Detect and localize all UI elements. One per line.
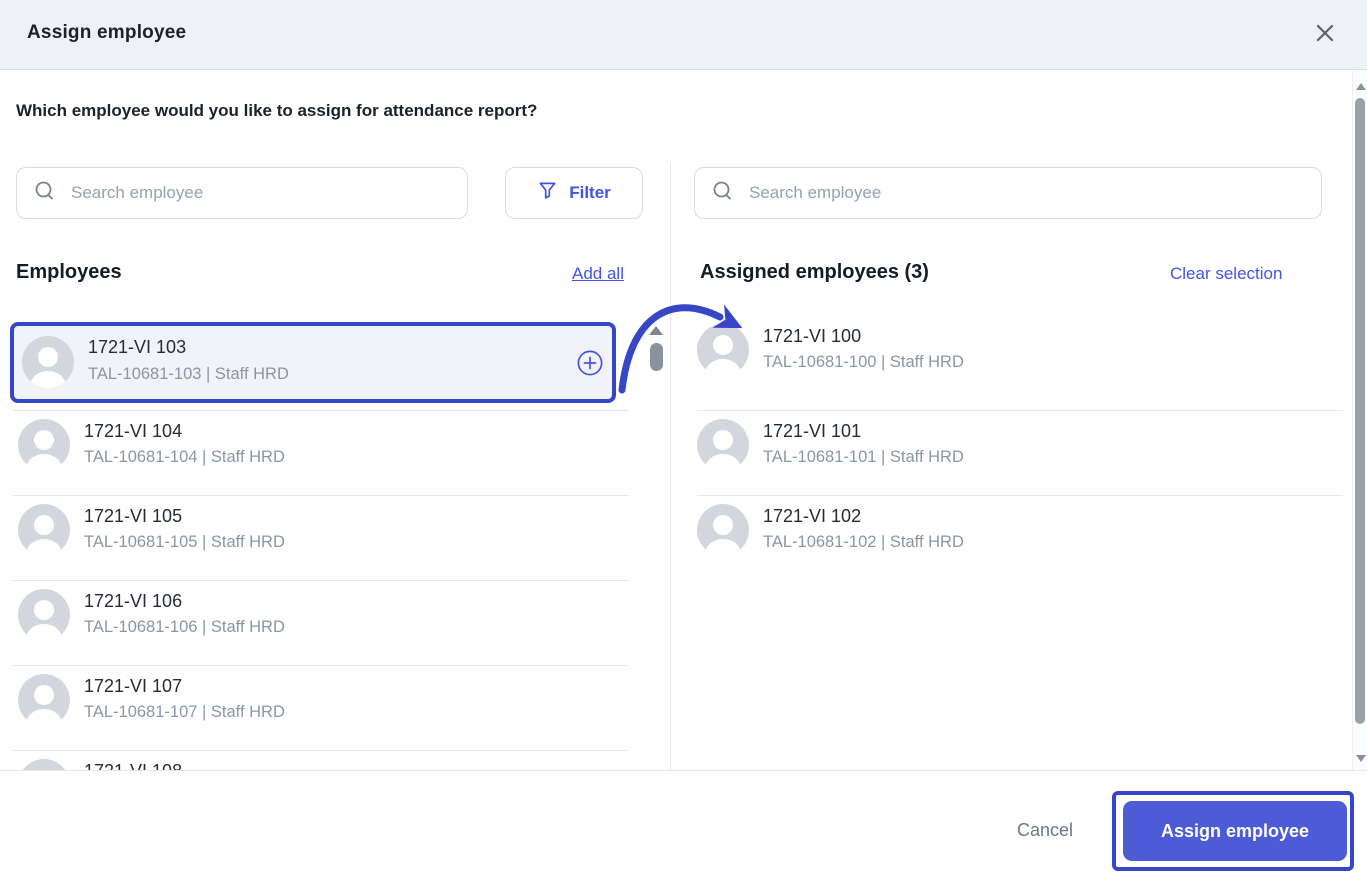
clear-selection-link[interactable]: Clear selection [1170, 264, 1283, 283]
employee-detail: TAL-10681-107 | Staff HRD [84, 703, 285, 721]
panel-divider [670, 163, 671, 770]
filter-button[interactable]: Filter [505, 167, 643, 219]
row-divider [13, 750, 629, 751]
employee-detail: TAL-10681-102 | Staff HRD [763, 533, 964, 551]
left-search-box [16, 167, 468, 219]
scroll-down-icon[interactable] [1356, 755, 1366, 762]
employee-row[interactable]: 1721-VI 107 TAL-10681-107 | Staff HRD [0, 672, 645, 750]
employee-row-selected[interactable]: 1721-VI 103 TAL-10681-103 | Staff HRD [10, 322, 616, 403]
modal-body: Filter Employees Add all 1721-VI 103 TAL… [0, 70, 1352, 770]
avatar [18, 589, 70, 641]
row-divider [697, 410, 1343, 411]
employee-name: 1721-VI 108 [84, 761, 182, 770]
employee-name: 1721-VI 102 [763, 506, 862, 526]
employee-detail: TAL-10681-104 | Staff HRD [84, 448, 285, 466]
employees-heading: Employees [16, 261, 122, 283]
employee-name: 1721-VI 106 [84, 591, 183, 611]
right-search-box [694, 167, 1322, 219]
right-search-input[interactable] [749, 183, 1305, 203]
employee-name: 1721-VI 107 [84, 676, 183, 696]
employee-row[interactable]: 1721-VI 106 TAL-10681-106 | Staff HRD [0, 587, 645, 665]
avatar [18, 419, 70, 471]
employee-name: 1721-VI 101 [763, 421, 862, 441]
avatar [697, 324, 749, 376]
employee-detail: TAL-10681-103 | Staff HRD [88, 365, 289, 383]
row-divider [13, 665, 629, 666]
row-divider [13, 410, 629, 411]
employee-detail: TAL-10681-105 | Staff HRD [84, 533, 285, 551]
employee-row[interactable]: 1721-VI 104 TAL-10681-104 | Staff HRD [0, 417, 645, 495]
plus-circle-icon[interactable] [577, 350, 603, 376]
page-scrollbar-thumb[interactable] [1355, 98, 1365, 724]
assigned-row[interactable]: 1721-VI 100 TAL-10681-100 | Staff HRD [679, 322, 1339, 400]
assigned-heading: Assigned employees (3) [700, 261, 929, 283]
employee-name: 1721-VI 104 [84, 421, 183, 441]
employee-row[interactable]: 1721-VI 108 [0, 757, 645, 770]
add-all-link[interactable]: Add all [572, 264, 624, 283]
avatar [22, 336, 74, 388]
employee-detail: TAL-10681-106 | Staff HRD [84, 618, 285, 636]
employee-detail: TAL-10681-101 | Staff HRD [763, 448, 964, 466]
employee-row[interactable]: 1721-VI 105 TAL-10681-105 | Staff HRD [0, 502, 645, 580]
page-scrollbar[interactable] [1352, 71, 1367, 770]
filter-label: Filter [569, 183, 611, 202]
avatar [697, 419, 749, 471]
search-icon [711, 179, 735, 208]
assigned-row[interactable]: 1721-VI 102 TAL-10681-102 | Staff HRD [679, 502, 1339, 580]
employee-name: 1721-VI 105 [84, 506, 183, 526]
employee-name: 1721-VI 103 [88, 337, 187, 357]
filter-icon [537, 180, 558, 206]
row-divider [697, 495, 1343, 496]
avatar [18, 674, 70, 726]
avatar [697, 504, 749, 556]
modal-title: Assign employee [27, 22, 187, 43]
search-icon [33, 179, 57, 208]
modal-header: Assign employee [0, 0, 1367, 70]
scroll-up-icon[interactable] [1356, 83, 1366, 90]
employee-detail: TAL-10681-100 | Staff HRD [763, 353, 964, 371]
cancel-button[interactable]: Cancel [995, 804, 1095, 856]
avatar [18, 759, 70, 770]
row-divider [13, 495, 629, 496]
assigned-row[interactable]: 1721-VI 101 TAL-10681-101 | Staff HRD [679, 417, 1339, 495]
employee-name: 1721-VI 100 [763, 326, 862, 346]
question-text: Which employee would you like to assign … [16, 101, 538, 120]
close-button[interactable] [1309, 18, 1341, 50]
list-scroll-up-icon[interactable] [649, 326, 663, 335]
avatar [18, 504, 70, 556]
row-divider [13, 580, 629, 581]
highlight-annotation-box [1112, 791, 1354, 871]
close-icon [1312, 20, 1338, 49]
left-search-input[interactable] [71, 183, 451, 203]
assign-employee-button[interactable]: Assign employee [1123, 801, 1347, 861]
list-scrollbar-thumb[interactable] [650, 343, 663, 371]
